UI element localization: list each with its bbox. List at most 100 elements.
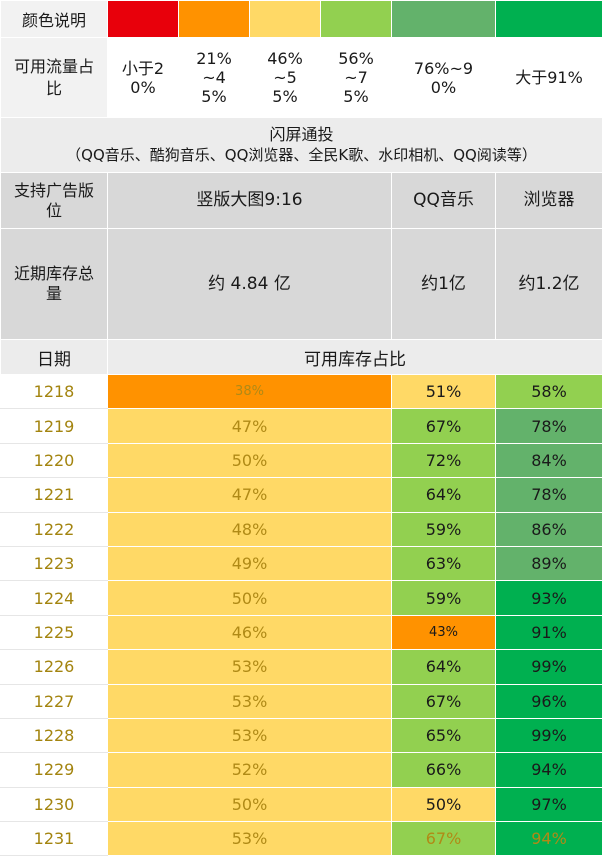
ratio-cell: 50% <box>107 786 392 823</box>
table-row: 1229 52% 66% 94% <box>0 752 602 788</box>
legend-range: 小于20% <box>107 37 179 118</box>
legend-color-label: 颜色说明 <box>0 0 108 38</box>
ratio-cell: 72% <box>391 442 496 479</box>
legend-swatch <box>107 0 179 38</box>
table-row: 1226 53% 64% 99% <box>0 649 602 685</box>
ratio-cell: 53% <box>107 649 392 685</box>
date-cell: 1224 <box>0 580 108 616</box>
table-row: 1218 38% 51% 58% <box>0 373 602 410</box>
ratio-cell: 51% <box>391 373 496 410</box>
ratio-cell: 50% <box>107 442 392 479</box>
date-cell: 1228 <box>0 717 108 754</box>
date-cell: 1229 <box>0 752 108 788</box>
banner: 闪屏通投 （QQ音乐、酷狗音乐、QQ浏览器、全民K歌、水印相机、QQ阅读等） <box>0 117 602 173</box>
ratio-cell: 67% <box>391 683 496 719</box>
ratio-cell: 97% <box>495 786 602 823</box>
ratio-cell: 38% <box>107 373 392 410</box>
ratio-cell: 64% <box>391 649 496 685</box>
legend-flow-label: 可用流量占比 <box>0 37 108 118</box>
ratio-cell: 59% <box>391 511 496 547</box>
legend-range-row: 可用流量占比 小于20% 21%~45% 46%~55% 56%~75% 76%… <box>0 37 602 118</box>
ratio-column-header: 可用库存占比 <box>107 339 602 375</box>
ratio-cell: 94% <box>495 752 602 788</box>
ratio-cell: 47% <box>107 477 392 513</box>
table-row: 1222 48% 59% 86% <box>0 511 602 547</box>
ratio-cell: 66% <box>391 752 496 788</box>
date-cell: 1218 <box>0 373 108 410</box>
table-row: 1224 50% 59% 93% <box>0 580 602 616</box>
ratio-cell: 59% <box>391 580 496 616</box>
legend-swatch <box>178 0 250 38</box>
inventory-total: 约1亿 <box>391 228 496 340</box>
table-row: 1227 53% 67% 96% <box>0 683 602 719</box>
date-cell: 1220 <box>0 442 108 479</box>
column-header: QQ音乐 <box>391 172 496 229</box>
legend-range: 56%~75% <box>320 37 392 118</box>
legend-range: 大于91% <box>495 37 602 118</box>
legend-range: 76%~90% <box>391 37 496 118</box>
ratio-cell: 50% <box>107 580 392 616</box>
ratio-cell: 50% <box>391 786 496 823</box>
ratio-cell: 53% <box>107 717 392 754</box>
ratio-cell: 86% <box>495 511 602 547</box>
ratio-cell: 53% <box>107 821 392 857</box>
ratio-cell: 46% <box>107 614 392 651</box>
banner-title: 闪屏通投 <box>269 125 334 144</box>
date-cell: 1227 <box>0 683 108 719</box>
data-rows: 1218 38% 51% 58% 1219 47% 67% 78% 1220 50% 72% 84% 1… <box>0 373 602 857</box>
date-cell: 1226 <box>0 649 108 685</box>
inventory-total: 约1.2亿 <box>495 228 602 340</box>
position-row: 支持广告版位 竖版大图9:16 QQ音乐 浏览器 <box>0 172 602 229</box>
table-row: 1228 53% 65% 99% <box>0 717 602 754</box>
ratio-cell: 64% <box>391 477 496 513</box>
column-header: 竖版大图9:16 <box>107 172 392 229</box>
inventory-label: 近期库存总量 <box>0 228 108 340</box>
column-header: 浏览器 <box>495 172 602 229</box>
ratio-cell: 96% <box>495 683 602 719</box>
position-label: 支持广告版位 <box>0 172 108 229</box>
inventory-total: 约 4.84 亿 <box>107 228 392 340</box>
date-column-header: 日期 <box>0 339 108 375</box>
ratio-cell: 89% <box>495 545 602 582</box>
date-cell: 1225 <box>0 614 108 651</box>
date-cell: 1230 <box>0 786 108 823</box>
ratio-cell: 65% <box>391 717 496 754</box>
ratio-cell: 67% <box>391 408 496 444</box>
legend-swatch <box>391 0 496 38</box>
ratio-cell: 94% <box>495 821 602 857</box>
ratio-cell: 63% <box>391 545 496 582</box>
table-row: 1225 46% 43% 91% <box>0 614 602 651</box>
table-row: 1219 47% 67% 78% <box>0 408 602 444</box>
table-row: 1231 53% 67% 94% <box>0 821 602 857</box>
legend-range: 21%~45% <box>178 37 250 118</box>
ratio-cell: 78% <box>495 477 602 513</box>
ratio-cell: 91% <box>495 614 602 651</box>
date-cell: 1221 <box>0 477 108 513</box>
legend-swatch <box>249 0 321 38</box>
table-row: 1223 49% 63% 89% <box>0 545 602 582</box>
ratio-cell: 48% <box>107 511 392 547</box>
ratio-cell: 78% <box>495 408 602 444</box>
ratio-cell: 43% <box>391 614 496 651</box>
table-row: 1221 47% 64% 78% <box>0 477 602 513</box>
ratio-cell: 52% <box>107 752 392 788</box>
legend-color-row: 颜色说明 <box>0 0 602 38</box>
ratio-cell: 49% <box>107 545 392 582</box>
ratio-cell: 47% <box>107 408 392 444</box>
banner-subtitle: （QQ音乐、酷狗音乐、QQ浏览器、全民K歌、水印相机、QQ阅读等） <box>66 146 537 164</box>
table-row: 1220 50% 72% 84% <box>0 442 602 479</box>
legend-range: 46%~55% <box>249 37 321 118</box>
legend-swatch <box>495 0 602 38</box>
date-cell: 1223 <box>0 545 108 582</box>
date-cell: 1219 <box>0 408 108 444</box>
ratio-cell: 99% <box>495 649 602 685</box>
ratio-cell: 84% <box>495 442 602 479</box>
legend-swatch <box>320 0 392 38</box>
ratio-cell: 93% <box>495 580 602 616</box>
banner-row: 闪屏通投 （QQ音乐、酷狗音乐、QQ浏览器、全民K歌、水印相机、QQ阅读等） <box>0 117 602 173</box>
table-row: 1230 50% 50% 97% <box>0 786 602 823</box>
ratio-cell: 53% <box>107 683 392 719</box>
subheader-row: 日期 可用库存占比 <box>0 339 602 375</box>
